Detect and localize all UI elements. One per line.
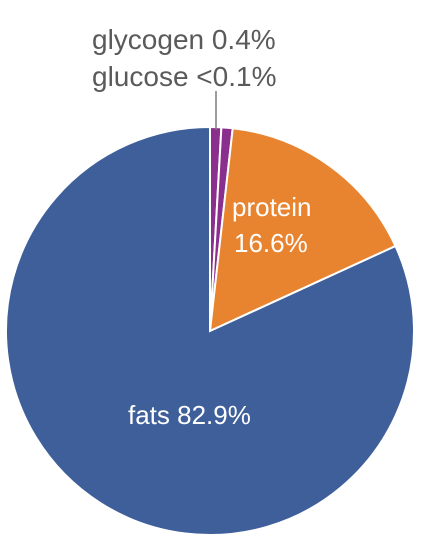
pie-slices: [5, 125, 415, 536]
label-protein-value: 16.6%: [234, 228, 308, 258]
label-glucose: glucose <0.1%: [92, 61, 276, 92]
label-fats: fats 82.9%: [128, 400, 251, 430]
label-glycogen: glycogen 0.4%: [92, 24, 276, 55]
slice-protein: [208, 127, 397, 333]
label-protein-name: protein: [232, 192, 312, 222]
slice-fats: [5, 125, 415, 536]
